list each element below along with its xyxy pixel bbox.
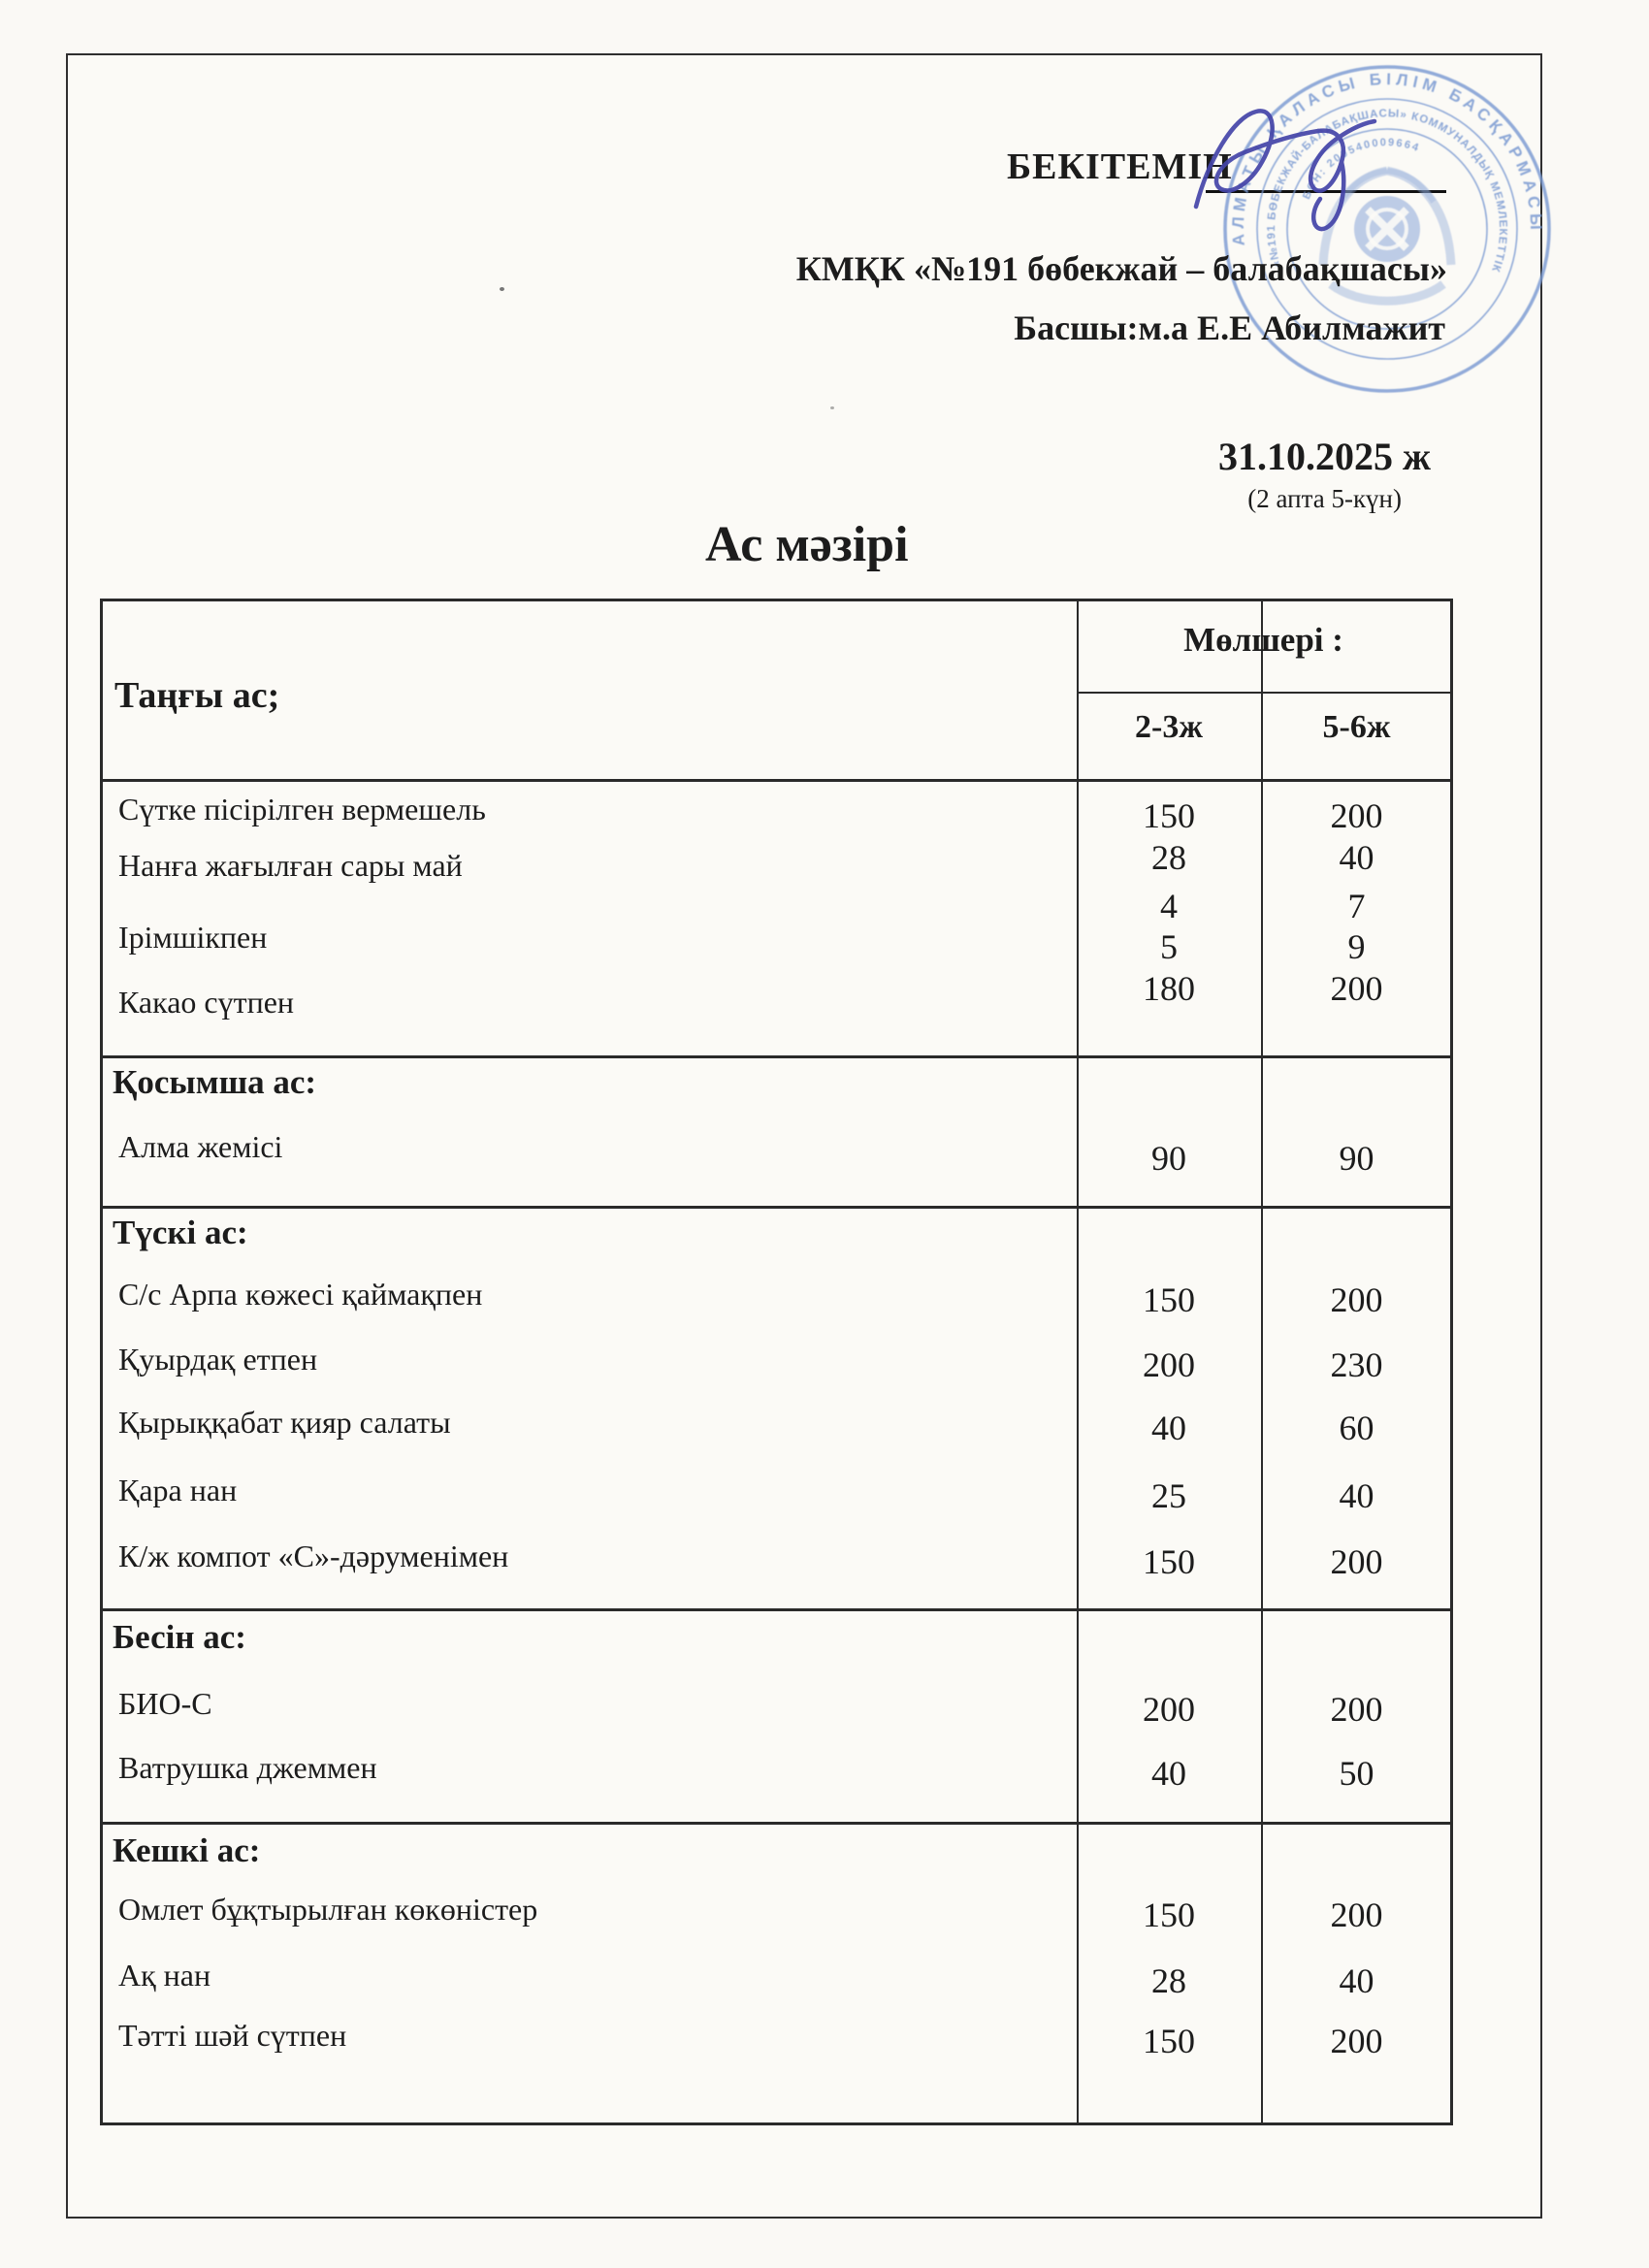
amount-value: 60 bbox=[1339, 1409, 1374, 1447]
age-group-header-5-6: 5-6ж bbox=[1322, 709, 1391, 745]
section-header-dinner: Кешкі ас: bbox=[113, 1831, 261, 1869]
director-name: Басшы:м.а Е.Е Абилмажит bbox=[1014, 308, 1445, 347]
table-vline-ages bbox=[1261, 601, 1263, 2122]
week-day-note: (2 апта 5-күн) bbox=[1247, 484, 1402, 513]
amount-value: 180 bbox=[1143, 969, 1195, 1008]
table-hline-sec3 bbox=[103, 1608, 1450, 1611]
table-hline-sec1 bbox=[103, 1055, 1450, 1058]
menu-item: С/с Арпа көжесі қаймақпен bbox=[118, 1277, 483, 1312]
approve-label: БЕКІТЕМІН bbox=[1007, 146, 1233, 187]
section-header-snack: Бесін ас: bbox=[113, 1618, 246, 1656]
amount-value: 200 bbox=[1330, 1542, 1383, 1581]
amount-value: 200 bbox=[1330, 1690, 1383, 1729]
amount-value: 90 bbox=[1151, 1139, 1186, 1178]
amount-value: 200 bbox=[1330, 1895, 1383, 1934]
menu-item: Қуырдақ етпен bbox=[118, 1342, 318, 1377]
signature bbox=[1193, 109, 1377, 232]
amount-value: 7 bbox=[1347, 887, 1366, 925]
amount-value: 200 bbox=[1330, 969, 1383, 1008]
amount-value: 4 bbox=[1160, 887, 1178, 925]
menu-item: Тәтті шәй сүтпен bbox=[118, 2018, 347, 2053]
amount-value: 90 bbox=[1339, 1139, 1374, 1178]
menu-item: Алма жемісі bbox=[118, 1129, 283, 1164]
amount-value: 40 bbox=[1151, 1409, 1186, 1447]
amount-value: 200 bbox=[1330, 796, 1383, 835]
table-hline-header bbox=[103, 779, 1450, 782]
organization-name: КМҚК «№191 бөбекжай – балабақшасы» bbox=[795, 249, 1447, 288]
menu-item: БИО-С bbox=[118, 1686, 212, 1721]
menu-item: К/ж компот «С»-дәруменімен bbox=[118, 1539, 509, 1573]
signature-line bbox=[1206, 190, 1446, 193]
amount-value: 50 bbox=[1339, 1754, 1374, 1793]
table-vline-amounts bbox=[1077, 601, 1079, 2122]
age-group-header-2-3: 2-3ж bbox=[1135, 709, 1203, 745]
menu-item: Ақ нан bbox=[118, 1958, 211, 1993]
section-header-extra: Қосымша ас: bbox=[113, 1063, 317, 1101]
amount-value: 5 bbox=[1160, 927, 1178, 966]
menu-item: Нанға жағылған сары май bbox=[118, 848, 463, 883]
page-border-frame bbox=[66, 53, 1542, 2219]
amount-value: 28 bbox=[1151, 1961, 1186, 2000]
scan-speck bbox=[830, 406, 834, 409]
amount-value: 40 bbox=[1339, 1961, 1374, 2000]
amount-value: 150 bbox=[1143, 1280, 1195, 1319]
table-hline-amount-split bbox=[1077, 692, 1450, 694]
scan-speck bbox=[500, 287, 504, 291]
section-header-lunch: Түскі ас: bbox=[113, 1214, 248, 1251]
amount-value: 40 bbox=[1151, 1754, 1186, 1793]
amount-value: 150 bbox=[1143, 2022, 1195, 2060]
amount-value: 25 bbox=[1151, 1476, 1186, 1515]
amount-value: 150 bbox=[1143, 796, 1195, 835]
amount-value: 230 bbox=[1330, 1345, 1383, 1384]
amount-value: 200 bbox=[1143, 1690, 1195, 1729]
amount-value: 200 bbox=[1330, 2022, 1383, 2060]
amount-value: 28 bbox=[1151, 838, 1186, 877]
menu-item: Омлет бұқтырылған көкөністер bbox=[118, 1892, 538, 1927]
menu-item: Какао сүтпен bbox=[118, 985, 295, 1020]
amount-value: 9 bbox=[1347, 927, 1366, 966]
amount-value: 150 bbox=[1143, 1895, 1195, 1934]
menu-item: Қырыққабат қияр салаты bbox=[118, 1405, 451, 1440]
table-hline-sec4 bbox=[103, 1822, 1450, 1825]
menu-table: Таңғы ас; Мөлшері : 2-3ж 5-6ж Сүтке пісі… bbox=[100, 599, 1453, 2125]
amount-value: 40 bbox=[1339, 1476, 1374, 1515]
menu-item: Сүтке пісірілген вермешель bbox=[118, 792, 486, 826]
menu-item: Ватрушка джеммен bbox=[118, 1750, 377, 1785]
table-hline-sec2 bbox=[103, 1206, 1450, 1209]
page-title: Ас мәзірі bbox=[705, 517, 909, 572]
amount-value: 40 bbox=[1339, 838, 1374, 877]
menu-date: 31.10.2025 ж bbox=[1217, 435, 1431, 478]
amount-value: 200 bbox=[1143, 1345, 1195, 1384]
amount-value: 150 bbox=[1143, 1542, 1195, 1581]
amount-value: 200 bbox=[1330, 1280, 1383, 1319]
menu-item: Ірімшікпен bbox=[118, 920, 268, 955]
amount-column-header: Мөлшері : bbox=[1183, 621, 1343, 659]
section-header-breakfast: Таңғы ас; bbox=[114, 675, 280, 716]
menu-item: Қара нан bbox=[118, 1473, 238, 1507]
